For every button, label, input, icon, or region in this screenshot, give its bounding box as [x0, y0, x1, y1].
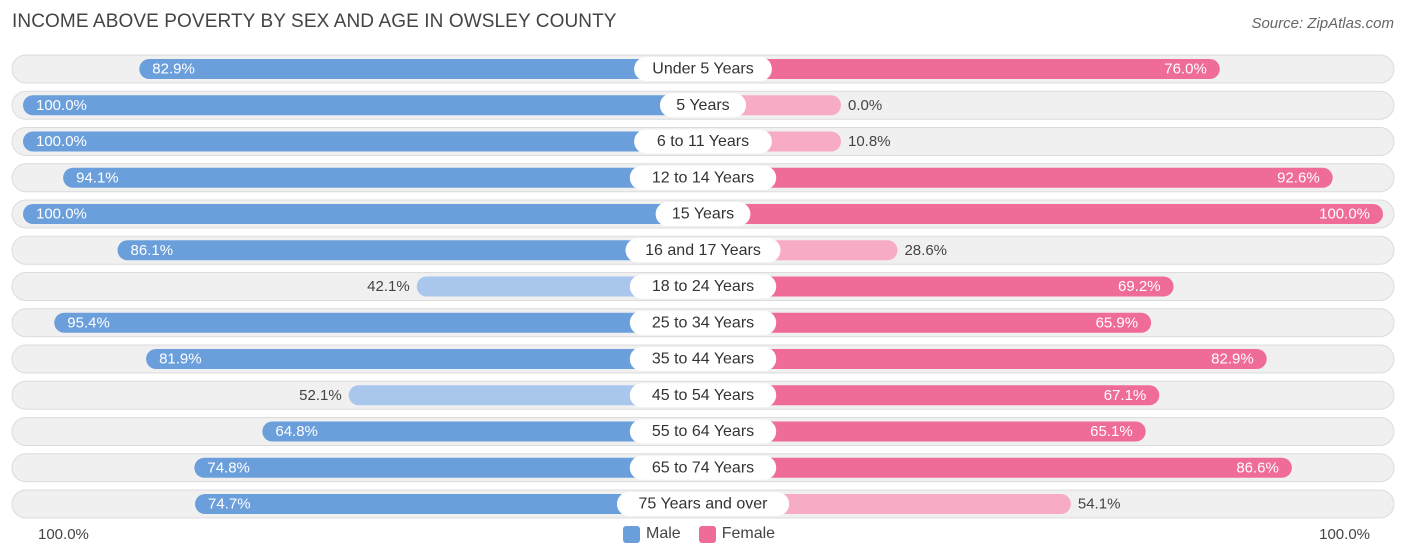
male-bar [23, 204, 703, 224]
axis-right-label: 100.0% [1319, 526, 1370, 543]
male-bar [63, 167, 704, 188]
female-value-label: 92.6% [1277, 169, 1320, 186]
female-value-label: 100.0% [1319, 206, 1370, 223]
female-value-label: 65.1% [1090, 423, 1133, 440]
male-bar [139, 59, 703, 79]
legend-male-label: Male [646, 525, 681, 542]
category-label-background [629, 274, 777, 299]
female-bar [703, 457, 1292, 478]
male-value-label: 100.0% [36, 133, 87, 150]
category-label-background [634, 129, 772, 154]
category-label-background [625, 238, 781, 263]
female-value-label: 82.9% [1211, 351, 1254, 368]
female-value-label: 10.8% [848, 133, 891, 150]
category-label: 65 to 74 Years [652, 459, 754, 476]
male-bar [117, 240, 703, 261]
legend-female-label: Female [721, 525, 776, 542]
male-bar [195, 494, 704, 514]
male-bar [194, 457, 704, 478]
female-bar [703, 385, 1160, 406]
category-label: 5 Years [676, 97, 729, 114]
female-bar [703, 59, 1220, 79]
male-value-label: 100.0% [36, 97, 87, 114]
category-label: Under 5 Years [652, 61, 753, 78]
male-value-label: 100.0% [36, 206, 87, 223]
male-value-label: 74.8% [207, 459, 250, 476]
female-value-label: 0.0% [848, 97, 882, 114]
category-label: 16 and 17 Years [645, 242, 761, 259]
category-label-background [629, 419, 777, 444]
male-bar [54, 312, 703, 333]
category-label: 35 to 44 Years [652, 351, 754, 368]
female-bar [703, 312, 1152, 333]
category-label-background [629, 310, 777, 335]
male-value-label: 52.1% [299, 387, 342, 404]
female-value-label: 54.1% [1078, 496, 1121, 513]
female-bar [703, 421, 1146, 442]
category-label-background [629, 455, 777, 480]
category-label: 75 Years and over [639, 496, 769, 513]
category-label-background [629, 165, 777, 190]
chart-area: 82.9% 76.0% Under 5 Years 100.0% 0.0% 5 Years… [11, 54, 1395, 519]
legend-female-swatch [698, 525, 716, 543]
male-bar [23, 95, 703, 116]
female-value-label: 67.1% [1104, 387, 1147, 404]
female-bar [703, 276, 1174, 297]
male-value-label: 95.4% [67, 314, 110, 331]
male-bar [348, 385, 703, 406]
category-label-background [629, 347, 777, 371]
legend-male-swatch [623, 525, 640, 543]
category-label: 6 to 11 Years [657, 133, 749, 150]
category-label: 18 to 24 Years [652, 278, 754, 295]
male-bar [262, 421, 703, 442]
female-value-label: 65.9% [1096, 314, 1139, 331]
category-label-background [629, 383, 777, 408]
female-value-label: 76.0% [1164, 61, 1207, 78]
category-label-background [634, 57, 772, 81]
female-value-label: 69.2% [1118, 278, 1161, 295]
male-bar [146, 349, 703, 369]
category-label-background [659, 93, 747, 118]
category-label: 25 to 34 Years [652, 314, 754, 331]
axis-left-label: 100.0% [38, 526, 89, 543]
male-value-label: 82.9% [152, 61, 195, 78]
category-label: 55 to 64 Years [652, 423, 754, 440]
legend: Male Female [623, 523, 775, 545]
category-label: 15 Years [672, 206, 734, 223]
female-value-label: 28.6% [904, 242, 947, 259]
female-bar [703, 349, 1267, 369]
male-bar [23, 131, 703, 152]
category-label-background [616, 492, 790, 516]
male-value-label: 94.1% [76, 169, 119, 186]
category-label: 45 to 54 Years [652, 387, 754, 404]
male-value-label: 42.1% [367, 278, 410, 295]
chart-title: INCOME ABOVE POVERTY BY SEX AND AGE IN O… [12, 11, 617, 32]
source-label: Source: ZipAtlas.com [1251, 15, 1394, 32]
male-value-label: 86.1% [131, 242, 174, 259]
category-label-background [655, 202, 751, 226]
male-value-label: 81.9% [159, 351, 202, 368]
female-value-label: 86.6% [1236, 459, 1279, 476]
category-label: 12 to 14 Years [652, 169, 754, 186]
male-value-label: 74.7% [208, 496, 251, 513]
female-bar [703, 494, 1071, 514]
female-bar [703, 167, 1333, 188]
female-bar [703, 204, 1383, 224]
male-value-label: 64.8% [275, 423, 318, 440]
